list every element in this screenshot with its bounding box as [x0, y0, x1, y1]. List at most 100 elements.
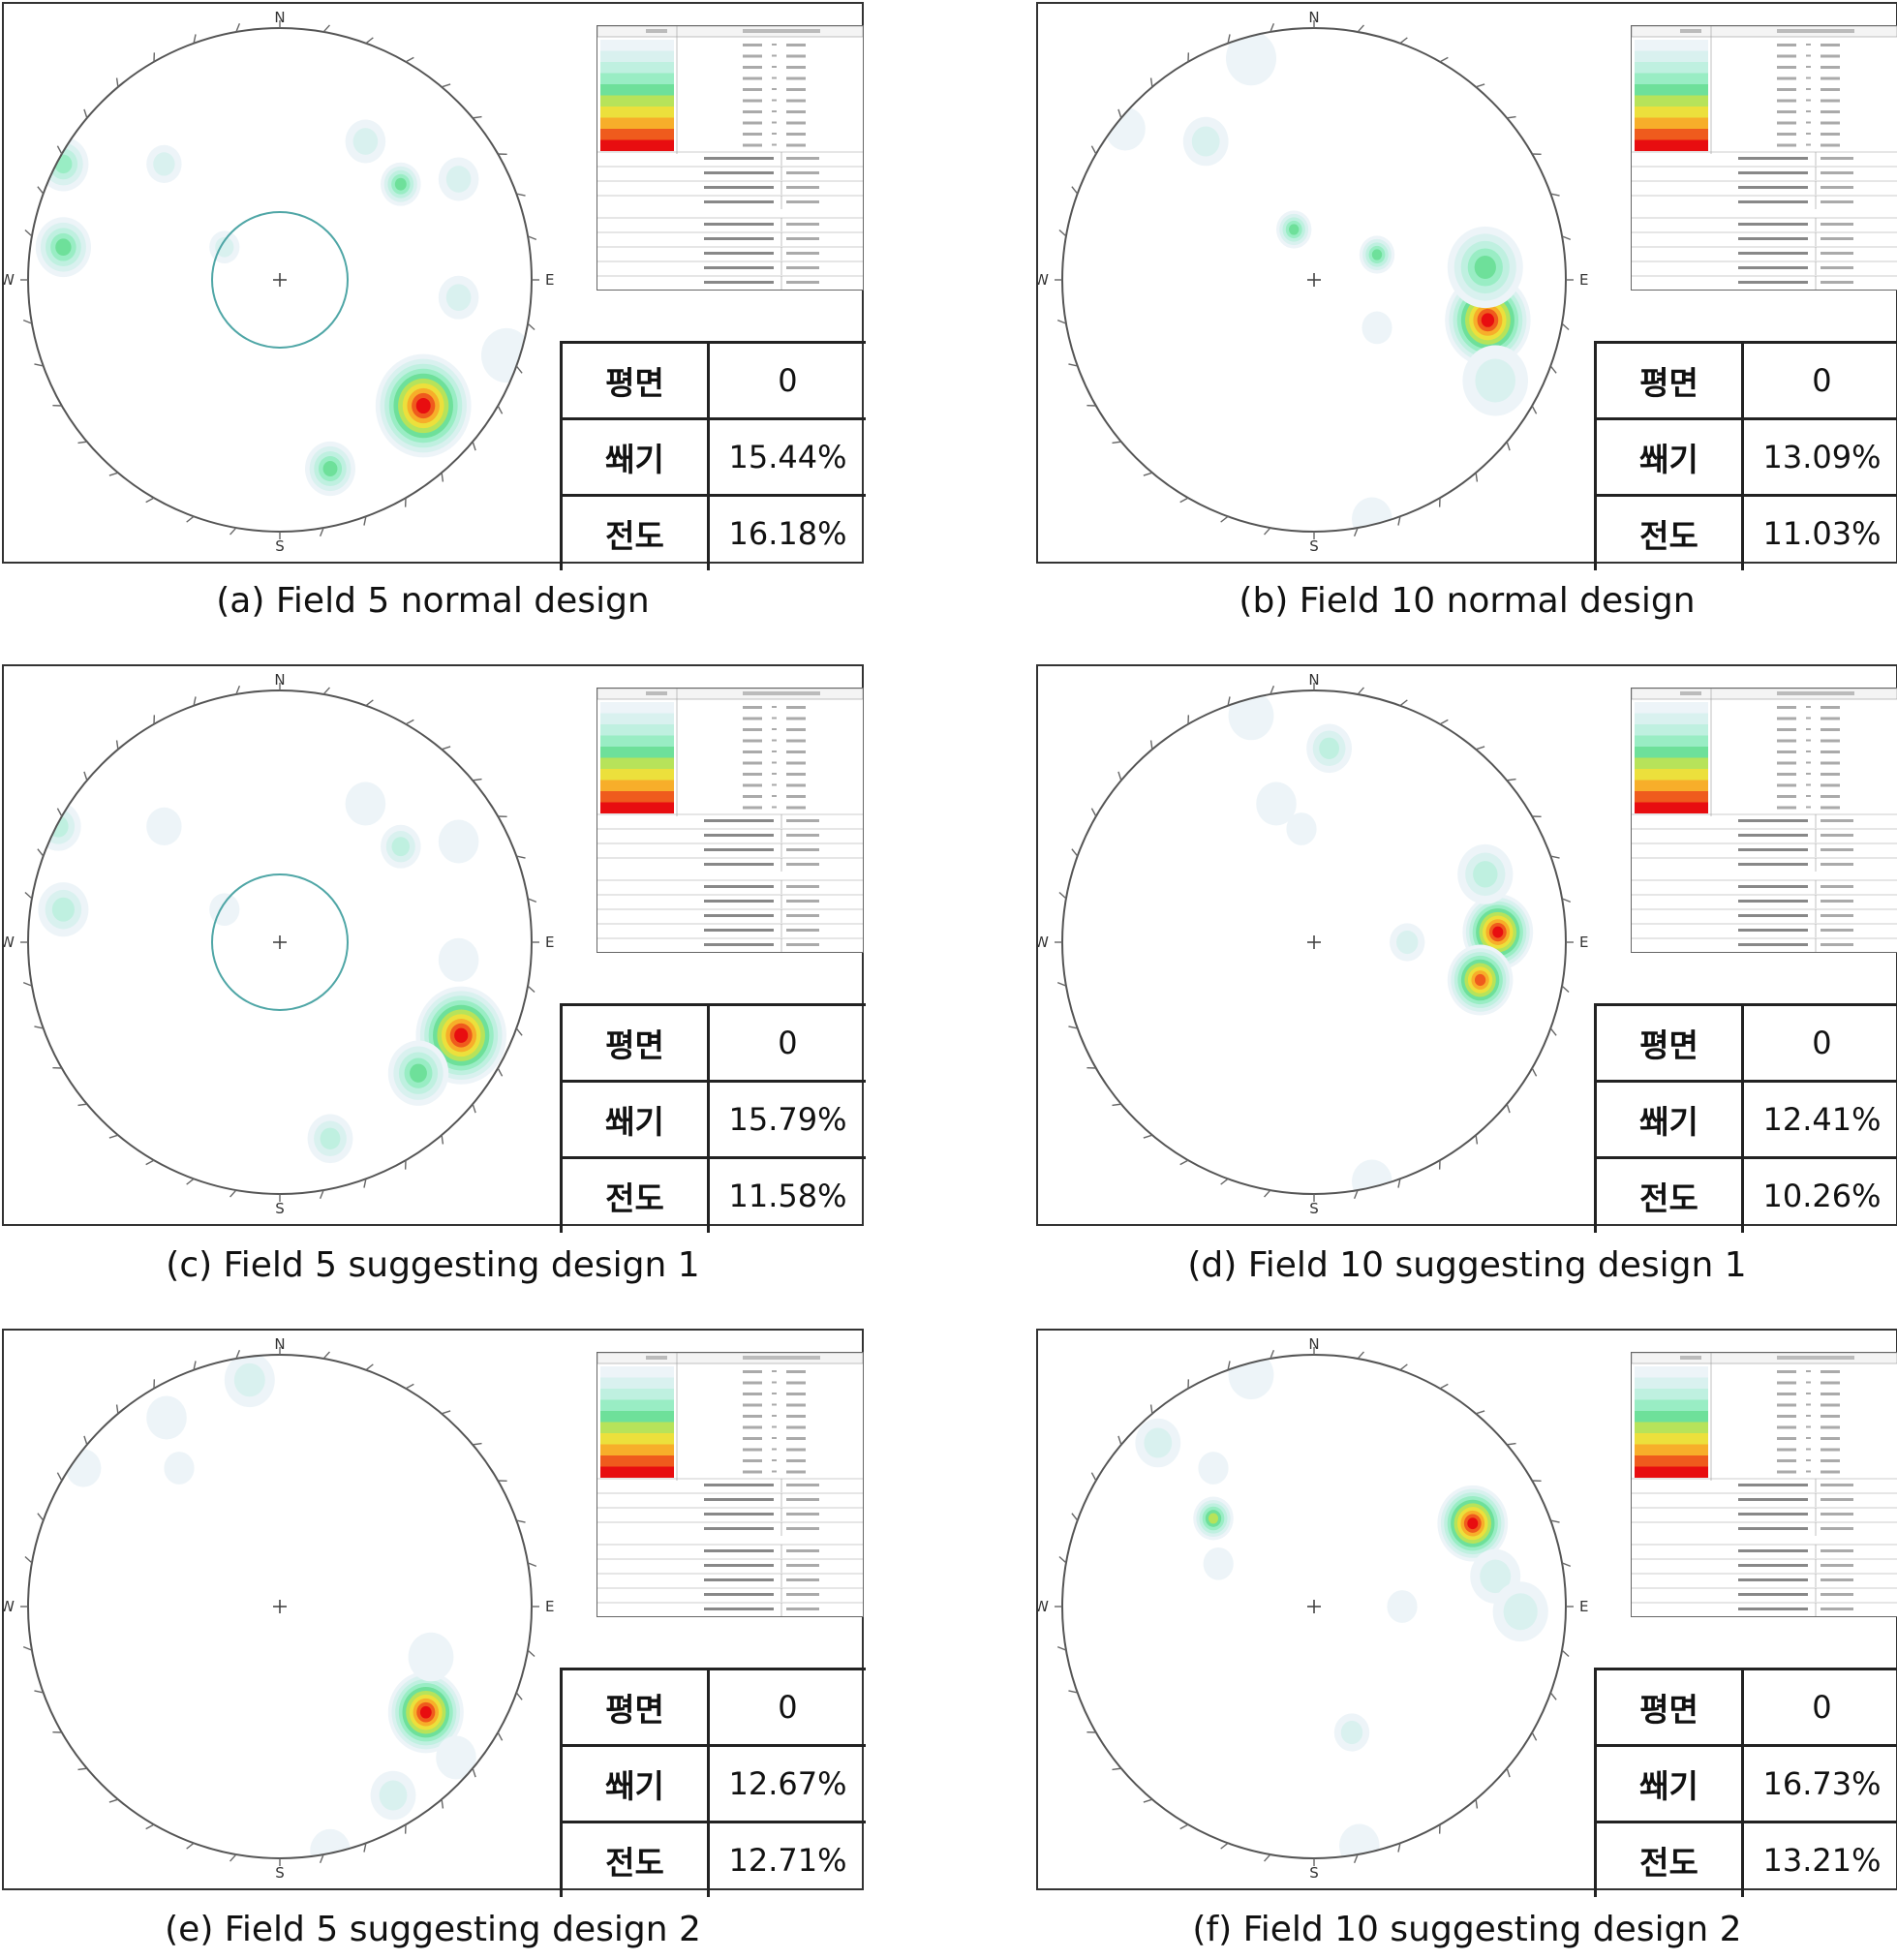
- stereonet: N S E W: [4, 1335, 554, 1882]
- density-cluster: [1228, 1355, 1274, 1400]
- row-value: 12.71%: [706, 1821, 866, 1897]
- compass-label: E: [1579, 934, 1588, 951]
- legend-graphic: [1632, 26, 1897, 290]
- tick-marks: [22, 1349, 537, 1864]
- density-cluster: [438, 937, 479, 982]
- row-label: 전도: [560, 1821, 710, 1897]
- panel-e: N S E W 평면 0 쐐기 12.67% 전도 12.71%: [2, 1329, 866, 1897]
- row-label: 전도: [560, 494, 710, 570]
- legend-graphic: [597, 26, 863, 290]
- compass-label: N: [274, 1335, 285, 1353]
- table-row: 전도 12.71%: [560, 1821, 866, 1897]
- table-row: 평면 0: [560, 1004, 866, 1083]
- caption: (c) Field 5 suggesting design 1: [166, 1245, 700, 1285]
- row-value: 15.44%: [706, 417, 866, 497]
- compass-label: W: [1038, 271, 1049, 289]
- table-row: 쐐기 15.44%: [560, 417, 866, 497]
- row-value: 0: [1740, 342, 1897, 420]
- row-label: 쐐기: [560, 1080, 710, 1159]
- density-cluster: [1286, 812, 1317, 845]
- row-label: 평면: [1594, 1004, 1744, 1083]
- density-cluster: [1352, 1159, 1392, 1194]
- row-value: 0: [1740, 1004, 1897, 1083]
- density-cluster: [305, 441, 355, 497]
- caption: (f) Field 10 suggesting design 2: [1192, 1910, 1742, 1949]
- panel-b: N S E W 평면 0 쐐기 13.09% 전도 11.03%: [1036, 2, 1897, 570]
- density-cluster: [1352, 497, 1392, 532]
- density-contours: [1228, 690, 1534, 1194]
- row-label: 평면: [560, 1669, 710, 1747]
- legend-box: [597, 1352, 864, 1617]
- tick-marks: [1056, 685, 1572, 1200]
- row-label: 쐐기: [560, 417, 710, 497]
- caption: (a) Field 5 normal design: [216, 581, 650, 621]
- center-cross: [1307, 273, 1321, 287]
- legend-box: [1631, 688, 1897, 953]
- row-label: 전도: [1594, 494, 1744, 570]
- stereonet: N S E W: [4, 671, 554, 1217]
- density-cluster: [66, 1449, 102, 1487]
- center-cross: [1307, 1600, 1321, 1613]
- legend-box: [597, 25, 864, 291]
- compass-label: N: [1308, 1335, 1319, 1353]
- density-cluster: [1276, 210, 1312, 249]
- density-cluster: [146, 144, 182, 184]
- compass-label: E: [545, 934, 554, 951]
- density-cluster: [1198, 1452, 1229, 1485]
- caption: (b) Field 10 normal design: [1239, 581, 1696, 621]
- tick-marks: [1056, 22, 1572, 537]
- density-cluster: [164, 1452, 195, 1485]
- row-value: 15.79%: [706, 1080, 866, 1159]
- density-cluster: [345, 119, 386, 164]
- row-value: 13.21%: [1740, 1821, 1897, 1897]
- center-cross: [1307, 935, 1321, 949]
- density-cluster: [1135, 1418, 1181, 1468]
- density-cluster: [381, 162, 421, 206]
- density-cluster: [1306, 723, 1352, 774]
- density-cluster: [1447, 944, 1514, 1016]
- density-cluster: [381, 824, 421, 869]
- density-cluster: [310, 1828, 351, 1858]
- row-label: 쐐기: [1594, 417, 1744, 497]
- row-label: 전도: [560, 1156, 710, 1233]
- result-table: 평면 0 쐐기 15.44% 전도 16.18%: [560, 341, 866, 570]
- result-table: 평면 0 쐐기 15.79% 전도 11.58%: [560, 1003, 866, 1233]
- row-value: 13.09%: [1740, 417, 1897, 497]
- row-value: 10.26%: [1740, 1156, 1897, 1233]
- caption: (d) Field 10 suggesting design 1: [1187, 1245, 1747, 1285]
- row-value: 16.18%: [706, 494, 866, 570]
- row-value: 0: [706, 342, 866, 420]
- center-cross: [273, 935, 287, 949]
- compass-label: W: [1038, 1598, 1049, 1615]
- density-cluster: [436, 1735, 476, 1780]
- compass-label: W: [4, 1598, 15, 1615]
- tick-marks: [1056, 1349, 1572, 1864]
- table-row: 평면 0: [1594, 1004, 1897, 1083]
- density-cluster: [209, 230, 240, 264]
- legend-graphic: [1632, 689, 1897, 952]
- density-cluster: [1462, 345, 1528, 416]
- panel-a: N S E W 평면 0 쐐기 15.44% 전도 16.18%: [2, 2, 866, 570]
- legend-graphic: [597, 689, 863, 952]
- table-row: 평면 0: [1594, 342, 1897, 420]
- tick-marks: [22, 685, 537, 1200]
- friction-cone-circle: [211, 211, 349, 349]
- density-cluster: [1492, 1581, 1548, 1642]
- row-label: 쐐기: [1594, 1080, 1744, 1159]
- result-table: 평면 0 쐐기 12.67% 전도 12.71%: [560, 1668, 866, 1897]
- compass-label: E: [545, 1598, 554, 1615]
- row-label: 평면: [1594, 1669, 1744, 1747]
- legend-box: [1631, 25, 1897, 291]
- density-cluster: [38, 882, 89, 937]
- table-row: 쐐기 12.67%: [560, 1744, 866, 1823]
- density-cluster: [1182, 116, 1229, 167]
- density-cluster: [1362, 311, 1392, 345]
- caption: (e) Field 5 suggesting design 2: [165, 1910, 701, 1949]
- result-table: 평면 0 쐐기 16.73% 전도 13.21%: [1594, 1668, 1897, 1897]
- density-cluster: [438, 819, 479, 864]
- density-cluster: [370, 1770, 416, 1821]
- row-label: 전도: [1594, 1156, 1744, 1233]
- compass-label: S: [1309, 1864, 1319, 1882]
- legend-graphic: [597, 1353, 863, 1616]
- density-cluster: [1333, 1713, 1370, 1752]
